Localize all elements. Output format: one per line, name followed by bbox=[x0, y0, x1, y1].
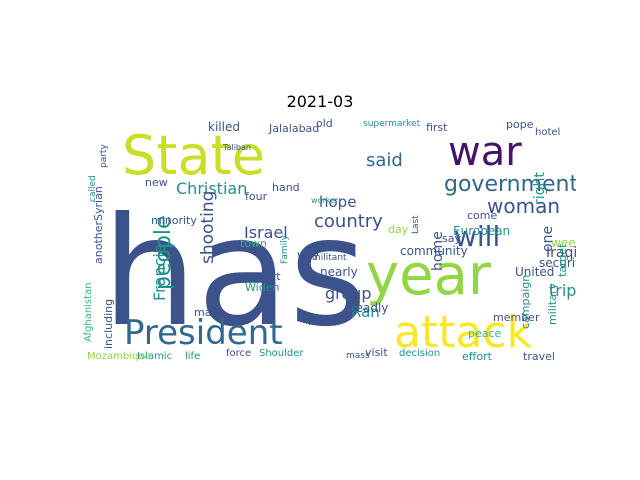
cloud-word-mozambique: Mozambique bbox=[87, 351, 151, 362]
cloud-word-jalalabad: Jalalabad bbox=[268, 122, 319, 135]
cloud-word-party: party bbox=[99, 144, 109, 168]
cloud-word-killed: killed bbox=[208, 120, 240, 134]
cloud-word-hotel: hotel bbox=[535, 127, 560, 138]
cloud-word-town: town bbox=[240, 237, 267, 250]
cloud-word-afghanistan: Afghanistan bbox=[83, 282, 94, 342]
cloud-word-united: United bbox=[515, 265, 554, 279]
cloud-word-campaign: campaign bbox=[519, 275, 532, 329]
cloud-word-community: community bbox=[400, 244, 468, 258]
cloud-word-security: security bbox=[539, 256, 576, 270]
cloud-word-anothersyrian: anotherSyrian bbox=[92, 186, 105, 264]
cloud-word-war: war bbox=[448, 129, 522, 175]
cloud-word-decision: decision bbox=[399, 348, 440, 359]
cloud-word-will: will bbox=[454, 220, 500, 253]
cloud-word-family: Family bbox=[280, 234, 290, 264]
cloud-word-widen: Widen bbox=[245, 281, 279, 294]
chart-title: 2021-03 bbox=[286, 92, 354, 111]
cloud-word-hope: hope bbox=[319, 193, 356, 211]
cloud-word-start: start bbox=[255, 270, 281, 283]
cloud-word-taliban: Taliban bbox=[222, 143, 251, 152]
cloud-word-francis: Francis bbox=[150, 245, 169, 301]
cloud-word-deadly: deadly bbox=[348, 301, 388, 315]
cloud-word-mass: mass bbox=[346, 351, 370, 361]
cloud-word-nearly: nearly bbox=[320, 265, 358, 279]
cloud-word-people: people bbox=[151, 215, 176, 290]
cloud-word-target: target bbox=[556, 243, 569, 277]
cloud-word-christian: Christian bbox=[176, 179, 247, 198]
cloud-word-state: State bbox=[122, 124, 265, 187]
cloud-word-pope: pope bbox=[506, 119, 534, 131]
cloud-word-last: Last bbox=[411, 215, 421, 234]
cloud-word-first: first bbox=[426, 121, 448, 134]
cloud-word-said: said bbox=[366, 150, 403, 171]
cloud-word-force: force bbox=[226, 348, 251, 359]
cloud-word-one: one bbox=[540, 226, 556, 252]
cloud-word-right: right bbox=[532, 172, 548, 205]
cloud-word-president: President bbox=[124, 313, 283, 353]
cloud-word-government: government bbox=[444, 172, 576, 197]
cloud-word-effort: effort bbox=[462, 350, 493, 363]
cloud-word-year: year bbox=[366, 243, 492, 308]
cloud-word-attack: attack bbox=[394, 307, 533, 358]
cloud-word-group: group bbox=[325, 284, 371, 303]
cloud-word-minority: minority bbox=[151, 214, 197, 227]
cloud-word-come: come bbox=[467, 209, 497, 222]
cloud-word-member: member bbox=[493, 311, 540, 324]
cloud-word-called: called bbox=[88, 175, 98, 202]
cloud-word-travel: travel bbox=[523, 350, 555, 363]
word-cloud: has State war year President attack government… bbox=[80, 119, 576, 364]
cloud-word-may: may bbox=[194, 306, 218, 319]
cloud-word-has: has bbox=[102, 186, 367, 360]
cloud-word-israel: Israel bbox=[244, 223, 288, 242]
cloud-word-supermarket: supermarket bbox=[363, 119, 421, 129]
cloud-word-militant: militant bbox=[312, 253, 347, 263]
cloud-word-hand: hand bbox=[272, 181, 300, 194]
cloud-word-new: new bbox=[145, 176, 168, 189]
cloud-word-way: way bbox=[297, 248, 320, 261]
cloud-word-say: say bbox=[442, 232, 461, 245]
cloud-word-including: including bbox=[102, 299, 115, 349]
cloud-word-country: country bbox=[314, 211, 383, 232]
cloud-word-trip: trip bbox=[549, 281, 576, 300]
cloud-word-left: left bbox=[308, 315, 327, 328]
cloud-word-ran: Ran bbox=[351, 303, 380, 321]
cloud-word-day: day bbox=[388, 223, 409, 236]
cloud-word-four: four bbox=[245, 190, 268, 203]
cloud-word-shoulder: Shoulder bbox=[259, 348, 304, 359]
cloud-word-shooting: shooting bbox=[198, 191, 218, 264]
cloud-word-visit: visit bbox=[365, 346, 388, 359]
cloud-word-military: military bbox=[546, 283, 559, 325]
cloud-word-worker: worker bbox=[311, 196, 339, 205]
cloud-word-peace: peace bbox=[468, 327, 502, 340]
cloud-word-home: home bbox=[430, 231, 446, 271]
cloud-word-islamic: Islamic bbox=[137, 351, 172, 362]
cloud-word-woman: woman bbox=[487, 194, 560, 218]
cloud-word-old: old bbox=[316, 119, 333, 130]
cloud-word-week: week bbox=[551, 236, 576, 250]
cloud-word-life: life bbox=[185, 351, 200, 362]
cloud-word-european: European bbox=[453, 224, 510, 238]
cloud-word-iraqi: Iraqi bbox=[546, 245, 576, 261]
